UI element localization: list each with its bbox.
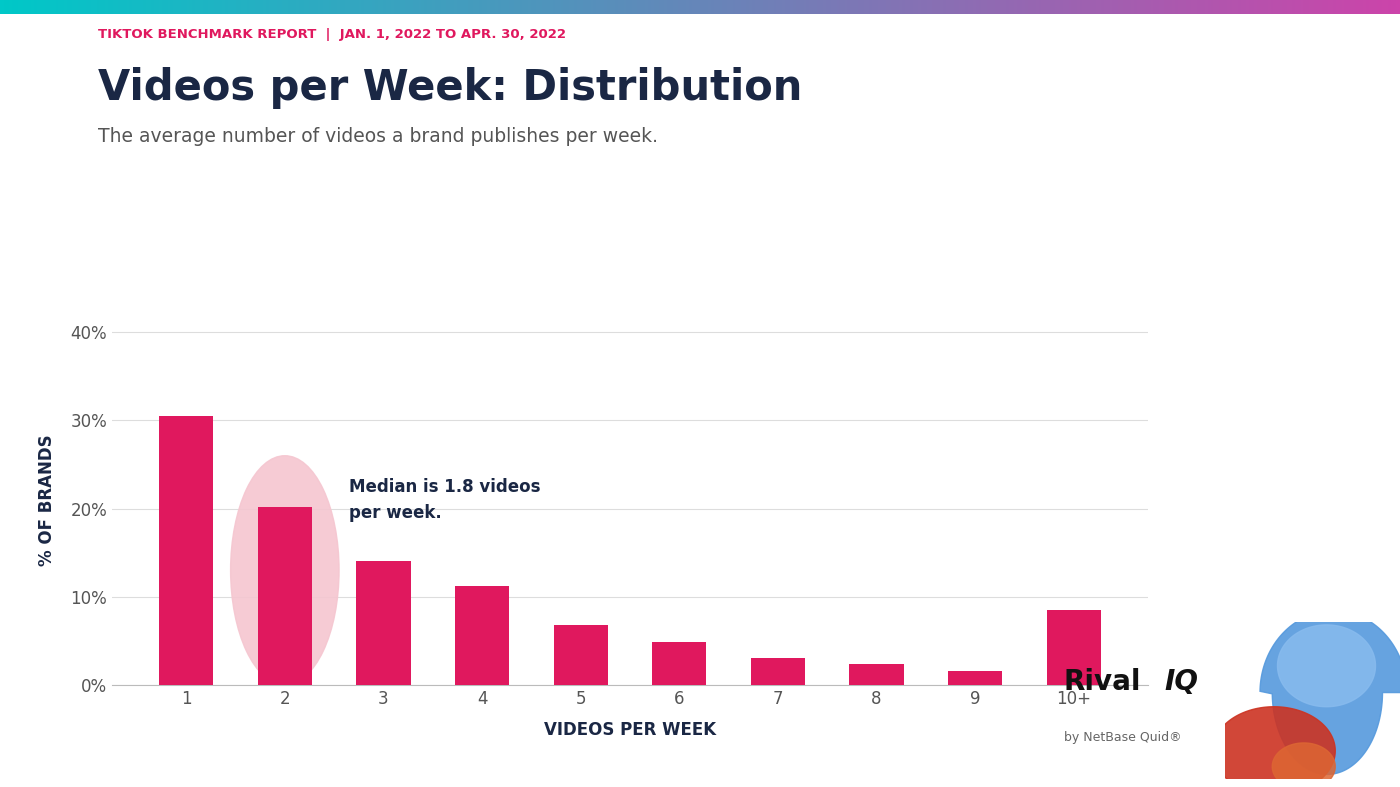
Y-axis label: % OF BRANDS: % OF BRANDS <box>39 434 56 566</box>
Polygon shape <box>1212 707 1336 787</box>
Polygon shape <box>1273 743 1336 787</box>
X-axis label: VIDEOS PER WEEK: VIDEOS PER WEEK <box>545 722 715 740</box>
Bar <box>1047 610 1100 685</box>
Text: The average number of videos a brand publishes per week.: The average number of videos a brand pub… <box>98 127 658 146</box>
Text: Rival: Rival <box>1064 668 1141 696</box>
Polygon shape <box>1260 611 1400 774</box>
Bar <box>357 561 410 685</box>
Polygon shape <box>1278 625 1375 707</box>
Bar <box>850 664 903 685</box>
Bar <box>258 507 312 685</box>
Bar <box>750 658 805 685</box>
Bar <box>553 625 608 685</box>
Bar <box>258 507 312 685</box>
Bar <box>160 416 213 685</box>
Bar <box>455 586 510 685</box>
Text: IQ: IQ <box>1165 668 1198 696</box>
Bar <box>948 671 1002 685</box>
Text: Videos per Week: Distribution: Videos per Week: Distribution <box>98 67 802 109</box>
Text: per week.: per week. <box>349 504 441 522</box>
Bar <box>652 642 707 685</box>
Text: Median is 1.8 videos: Median is 1.8 videos <box>349 478 540 496</box>
Ellipse shape <box>231 456 339 685</box>
Text: by NetBase Quid®: by NetBase Quid® <box>1064 730 1182 744</box>
Text: TIKTOK BENCHMARK REPORT  |  JAN. 1, 2022 TO APR. 30, 2022: TIKTOK BENCHMARK REPORT | JAN. 1, 2022 T… <box>98 28 566 41</box>
